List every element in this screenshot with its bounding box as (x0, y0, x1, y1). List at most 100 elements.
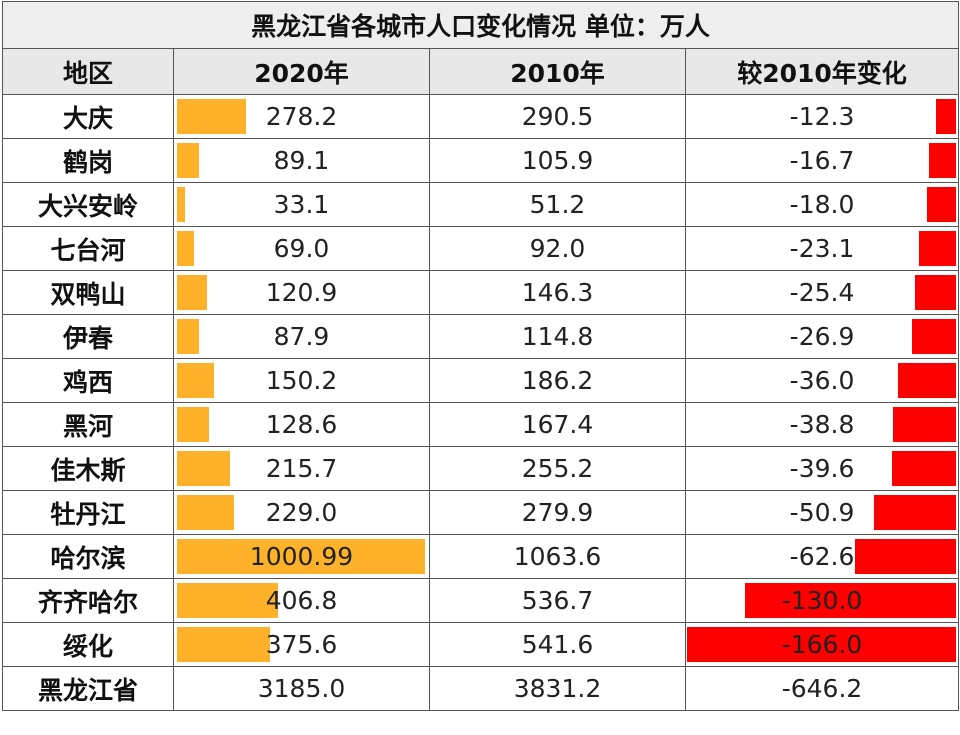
change-bar (927, 187, 957, 222)
pop-2020-bar (177, 319, 199, 354)
table-row: 双鸭山 120.9 146.3 -25.4 (2, 270, 960, 315)
change-cell: -62.6 (684, 534, 960, 579)
change-cell: -16.7 (684, 138, 960, 183)
table-row: 黑河 128.6 167.4 -38.8 (2, 402, 960, 447)
pop-2020-bar (177, 407, 209, 442)
region-name: 双鸭山 (2, 270, 174, 315)
change-value: -26.9 (789, 322, 855, 351)
change-cell: -50.9 (684, 490, 960, 535)
pop-2020-bar (177, 583, 278, 618)
change-bar (687, 627, 957, 662)
table-row: 大庆 278.2 290.5 -12.3 (2, 94, 960, 139)
table-title: 黑龙江省各城市人口变化情况 单位：万人 (1, 1, 960, 49)
region-name: 大庆 (2, 94, 174, 139)
region-name: 齐齐哈尔 (2, 578, 174, 623)
pop-2010-value: 92.0 (429, 226, 686, 271)
pop-2020-cell: 215.7 (173, 446, 430, 491)
pop-2010-value: 290.5 (429, 94, 686, 139)
pop-2020-bar (177, 539, 425, 574)
table-row: 大兴安岭 33.1 51.2 -18.0 (2, 182, 960, 227)
pop-2020-value: 69.0 (273, 234, 330, 263)
change-cell: -18.0 (684, 182, 960, 227)
change-cell: -36.0 (684, 358, 960, 403)
pop-2020-bar (177, 363, 214, 398)
change-bar (929, 143, 957, 178)
table-row: 七台河 69.0 92.0 -23.1 (2, 226, 960, 271)
table-row: 鹤岗 89.1 105.9 -16.7 (2, 138, 960, 183)
total-change: -646.2 (684, 666, 960, 711)
change-cell: -39.6 (684, 446, 960, 491)
change-bar (919, 231, 957, 266)
pop-2020-cell: 1000.99 (173, 534, 430, 579)
change-value: -130.0 (781, 586, 863, 615)
region-name: 大兴安岭 (2, 182, 174, 227)
change-value: -38.8 (789, 410, 855, 439)
change-value: -50.9 (789, 498, 855, 527)
change-value: -23.1 (789, 234, 855, 263)
pop-2020-bar (177, 231, 194, 266)
change-value: -18.0 (789, 190, 855, 219)
pop-2010-value: 186.2 (429, 358, 686, 403)
pop-2020-cell: 120.9 (173, 270, 430, 315)
pop-2020-value: 375.6 (265, 630, 338, 659)
pop-2020-value: 89.1 (273, 146, 330, 175)
pop-2020-bar (177, 451, 230, 486)
pop-2010-value: 146.3 (429, 270, 686, 315)
pop-2010-value: 279.9 (429, 490, 686, 535)
table-row: 佳木斯 215.7 255.2 -39.6 (2, 446, 960, 491)
change-bar (855, 539, 957, 574)
header-row: 地区 2020年 2010年 较2010年变化 (2, 48, 960, 95)
header-2010: 2010年 (429, 48, 686, 95)
pop-2010-value: 536.7 (429, 578, 686, 623)
pop-2020-value: 150.2 (265, 366, 338, 395)
header-2020: 2020年 (173, 48, 430, 95)
pop-2020-cell: 406.8 (173, 578, 430, 623)
pop-2020-cell: 33.1 (173, 182, 430, 227)
change-bar (898, 363, 957, 398)
change-bar (893, 407, 957, 442)
change-bar (874, 495, 957, 530)
change-value: -12.3 (789, 102, 855, 131)
pop-2020-value: 215.7 (265, 454, 338, 483)
pop-2010-value: 255.2 (429, 446, 686, 491)
change-value: -39.6 (789, 454, 855, 483)
change-value: -36.0 (789, 366, 855, 395)
change-bar (892, 451, 957, 486)
region-name: 绥化 (2, 622, 174, 667)
pop-2010-value: 1063.6 (429, 534, 686, 579)
change-cell: -23.1 (684, 226, 960, 271)
title-row: 黑龙江省各城市人口变化情况 单位：万人 (1, 1, 960, 49)
pop-2020-value: 1000.99 (249, 542, 354, 571)
pop-2020-bar (177, 187, 185, 222)
pop-2020-cell: 89.1 (173, 138, 430, 183)
pop-2020-value: 120.9 (265, 278, 338, 307)
total-region: 黑龙江省 (2, 666, 174, 711)
region-name: 鸡西 (2, 358, 174, 403)
pop-2020-value: 406.8 (265, 586, 338, 615)
change-cell: -38.8 (684, 402, 960, 447)
pop-2020-bar (177, 143, 199, 178)
region-name: 佳木斯 (2, 446, 174, 491)
table-row: 伊春 87.9 114.8 -26.9 (2, 314, 960, 359)
change-cell: -166.0 (684, 622, 960, 667)
pop-2020-cell: 278.2 (173, 94, 430, 139)
pop-2010-value: 114.8 (429, 314, 686, 359)
change-bar (912, 319, 957, 354)
region-name: 牡丹江 (2, 490, 174, 535)
table-row: 哈尔滨 1000.99 1063.6 -62.6 (2, 534, 960, 579)
change-value: -25.4 (789, 278, 855, 307)
total-2010: 3831.2 (429, 666, 686, 711)
pop-2020-bar (177, 627, 270, 662)
pop-2010-value: 51.2 (429, 182, 686, 227)
change-cell: -25.4 (684, 270, 960, 315)
change-bar (745, 583, 957, 618)
total-2020: 3185.0 (173, 666, 430, 711)
pop-2020-cell: 69.0 (173, 226, 430, 271)
table-row: 牡丹江 229.0 279.9 -50.9 (2, 490, 960, 535)
pop-2010-value: 105.9 (429, 138, 686, 183)
pop-2010-value: 167.4 (429, 402, 686, 447)
header-change: 较2010年变化 (684, 48, 960, 95)
pop-2020-cell: 128.6 (173, 402, 430, 447)
pop-2020-cell: 87.9 (173, 314, 430, 359)
change-bar (936, 99, 957, 134)
